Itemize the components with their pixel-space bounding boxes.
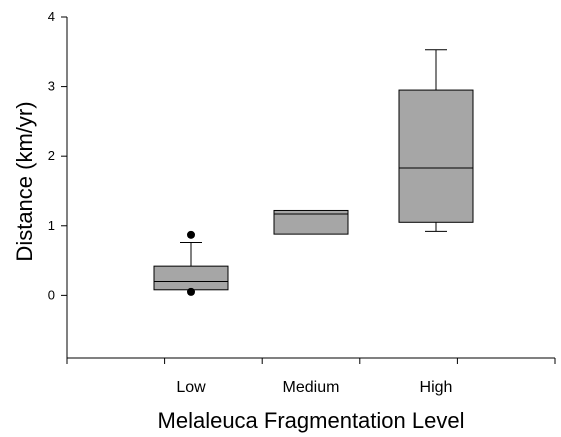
x-tick-label-low: Low: [176, 379, 206, 396]
x-tick-label-high: High: [420, 379, 453, 396]
box-low-outlier: [187, 230, 195, 239]
y-axis-title: Distance (km/yr): [12, 101, 37, 261]
y-tick-label: 3: [48, 79, 55, 94]
y-tick-label: 1: [48, 218, 55, 233]
box-low: [153, 265, 229, 291]
box-high: [398, 89, 474, 223]
x-axis-title: Melaleuca Fragmentation Level: [158, 408, 465, 433]
box-low-outlier: [187, 287, 195, 296]
box-medium: [273, 209, 349, 235]
y-tick-label: 0: [48, 287, 55, 302]
y-tick-label: 4: [48, 9, 55, 24]
x-tick-label-medium: Medium: [283, 379, 340, 396]
y-tick-label: 2: [48, 148, 55, 163]
